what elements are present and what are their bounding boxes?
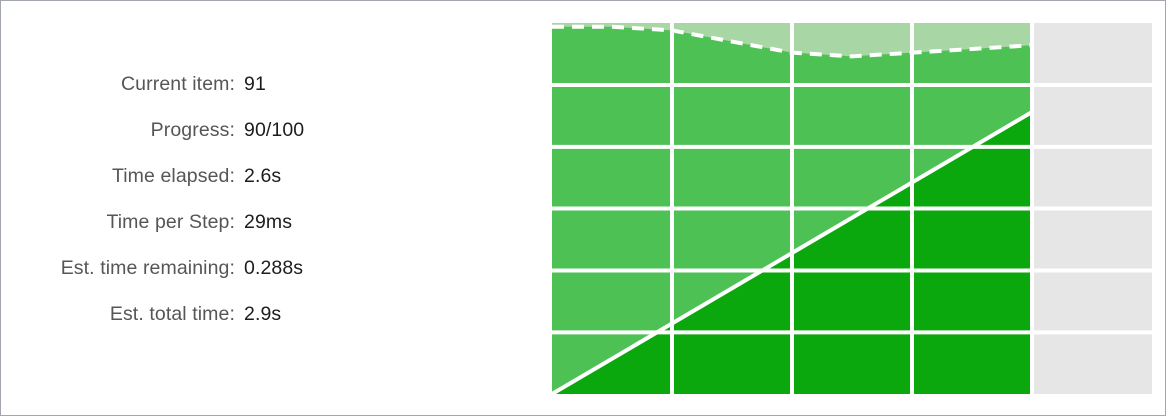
stat-label-current-item: Current item: [121, 73, 235, 95]
stat-value-current-item: 91 [244, 73, 266, 95]
stat-label-time-per-step: Time per Step: [106, 211, 235, 233]
stat-row-current-item: Current item: 91 [1, 73, 501, 119]
stat-value-progress: 90/100 [244, 119, 305, 141]
stat-row-est-time-remaining: Est. time remaining: 0.288s [1, 257, 501, 303]
stats-panel: Current item: 91 Progress: 90/100 Time e… [1, 73, 501, 349]
stat-label-est-time-remaining: Est. time remaining: [60, 257, 235, 279]
stat-value-time-elapsed: 2.6s [244, 165, 282, 187]
progress-chart-canvas [552, 23, 1152, 394]
stat-row-time-per-step: Time per Step: 29ms [1, 211, 501, 257]
progress-chart [552, 23, 1152, 394]
stat-label-time-elapsed: Time elapsed: [111, 165, 235, 187]
stat-value-time-per-step: 29ms [244, 211, 293, 233]
stat-label-est-total-time: Est. total time: [109, 303, 235, 325]
stat-value-est-total-time: 2.9s [244, 303, 282, 325]
chart-gridlines [552, 23, 1152, 394]
stat-value-est-time-remaining: 0.288s [244, 257, 304, 279]
stat-label-progress: Progress: [150, 119, 235, 141]
stat-row-time-elapsed: Time elapsed: 2.6s [1, 165, 501, 211]
stat-row-progress: Progress: 90/100 [1, 119, 501, 165]
chart-estimate-dashed-line [552, 24, 1033, 59]
stat-row-est-total-time: Est. total time: 2.9s [1, 303, 501, 349]
chart-elapsed-line [552, 109, 1035, 394]
